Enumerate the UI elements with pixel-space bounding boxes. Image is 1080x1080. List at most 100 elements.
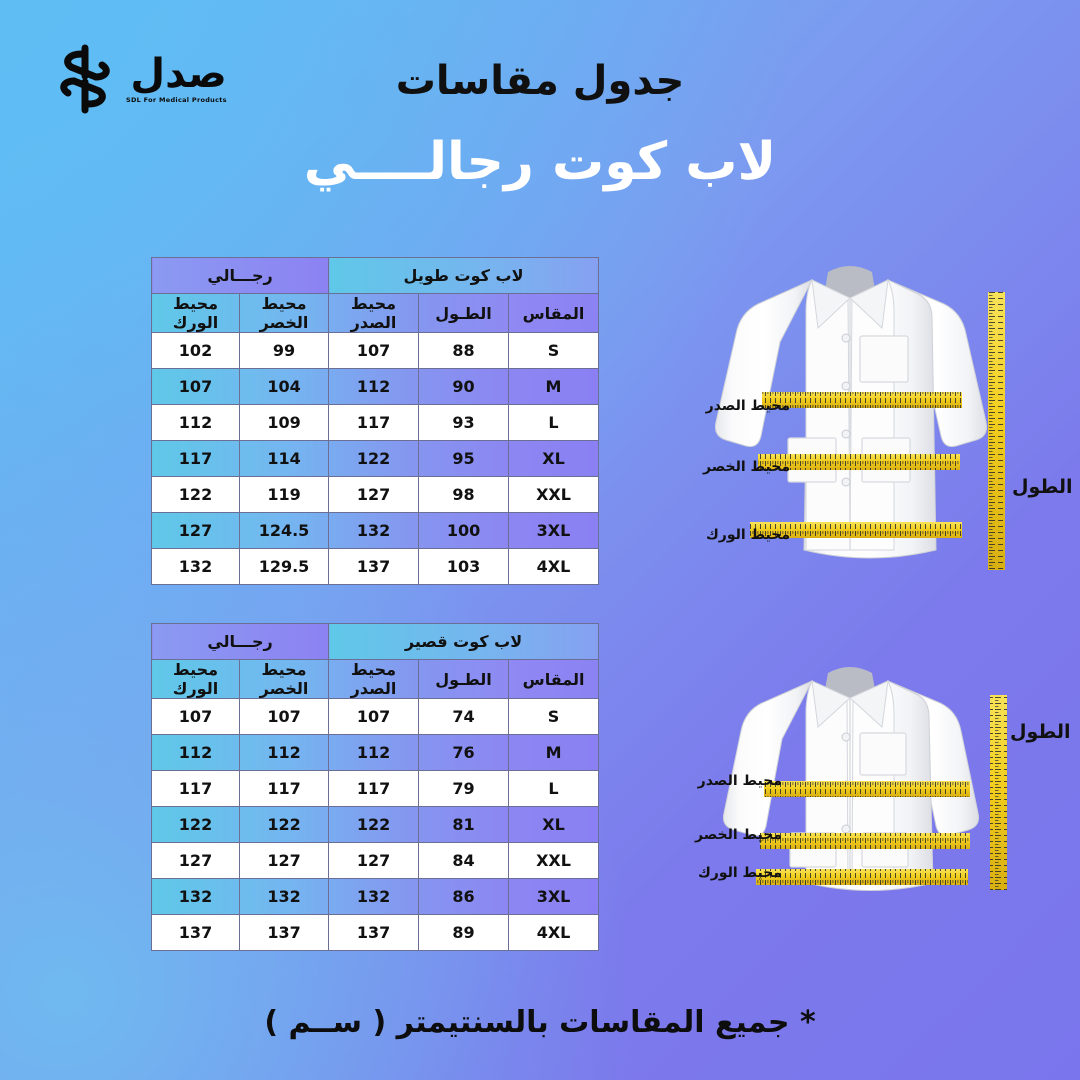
column-header-2: محيط الصدر (328, 293, 420, 333)
table-group-header-row: لاب كوت طويل رجـــالي (150, 257, 600, 294)
measurement-cell: 132 (239, 878, 330, 915)
long-coat-hip-label: محيط الورك (705, 527, 790, 543)
measurement-cell: 127 (239, 842, 330, 879)
table-row: M 76 112 112 112 (150, 734, 600, 771)
measurement-cell: 93 (418, 404, 510, 441)
brand-arabic-name: صدل (130, 51, 227, 98)
short-coat-hip-label: محيط الورك (697, 865, 782, 881)
measurement-cell: 76 (418, 734, 510, 771)
measurement-cell: 117 (328, 770, 420, 807)
size-label-cell: XL (508, 806, 600, 843)
measurement-cell: 117 (328, 404, 420, 441)
table-row: XL 81 122 122 122 (150, 806, 600, 843)
chest-tape-icon (764, 781, 970, 797)
table-group-label-right: رجـــالي (150, 257, 330, 294)
measurement-cell: 137 (239, 914, 330, 951)
measurement-cell: 79 (418, 770, 510, 807)
measurement-cell: 114 (239, 440, 330, 477)
size-label-cell: XL (508, 440, 600, 477)
column-header-1: الطـول (418, 659, 510, 699)
measurement-cell: 81 (418, 806, 510, 843)
measurement-cell: 112 (150, 734, 241, 771)
measurement-cell: 109 (239, 404, 330, 441)
column-header-0: المقاس (508, 293, 600, 333)
measurement-cell: 122 (328, 806, 420, 843)
measurement-cell: 95 (418, 440, 510, 477)
table-group-label-left: لاب كوت طويل (328, 257, 600, 294)
long-coat-graphic (715, 266, 1005, 570)
units-note: * جميع المقاسات بالسنتيمتر ( ســم ) (264, 1005, 816, 1040)
measurement-cell: 122 (328, 440, 420, 477)
short-coat-graphic (723, 667, 1007, 891)
measurement-cell: 112 (328, 734, 420, 771)
measurement-cell: 100 (418, 512, 510, 549)
measurement-cell: 137 (328, 914, 420, 951)
brand-tagline: SDL For Medical Products (126, 96, 227, 105)
measurement-cell: 117 (239, 770, 330, 807)
measurement-cell: 127 (328, 476, 420, 513)
short-coat-illustration: محيط الصدر محيط الخصر محيط الورك الطول (690, 655, 1071, 945)
measurement-cell: 107 (150, 368, 241, 405)
measurement-cell: 98 (418, 476, 510, 513)
measurement-cell: 107 (239, 698, 330, 735)
table-row: S 88 107 99 102 (150, 332, 600, 369)
column-header-4: محيط الورك (150, 293, 241, 333)
waist-tape-icon (758, 454, 960, 470)
measurement-cell: 122 (239, 806, 330, 843)
size-label-cell: XXL (508, 476, 600, 513)
measurement-cell: 112 (239, 734, 330, 771)
measurement-cell: 132 (150, 548, 241, 585)
measurement-cell: 86 (418, 878, 510, 915)
size-table-short-coat: لاب كوت قصير رجـــالي المقاس الطـول محيط الص… (150, 623, 600, 951)
measurement-cell: 122 (150, 476, 241, 513)
measurement-cell: 88 (418, 332, 510, 369)
table-row: XXL 98 127 119 122 (150, 476, 600, 513)
measurement-cell: 107 (150, 698, 241, 735)
table-column-header-row: المقاس الطـول محيط الصدر محيط الخصر محيط الو… (150, 659, 600, 699)
measurement-cell: 124.5 (239, 512, 330, 549)
measurement-cell: 127 (150, 842, 241, 879)
measurement-cell: 119 (239, 476, 330, 513)
measurement-cell: 132 (150, 878, 241, 915)
long-coat-illustration: محيط الصدر محيط الخصر محيط الورك الطول (700, 250, 1073, 590)
column-header-0: المقاس (508, 659, 600, 699)
measurement-cell: 102 (150, 332, 241, 369)
measurement-cell: 112 (328, 368, 420, 405)
measurement-cell: 117 (150, 770, 241, 807)
measurement-cell: 90 (418, 368, 510, 405)
size-label-cell: 3XL (508, 878, 600, 915)
table-group-label-left: لاب كوت قصير (328, 623, 600, 660)
table-row: S 74 107 107 107 (150, 698, 600, 735)
waist-tape-icon (760, 833, 970, 849)
table-row: M 90 112 104 107 (150, 368, 600, 405)
measurement-cell: 127 (328, 842, 420, 879)
long-coat-length-label: الطول (1012, 476, 1073, 498)
size-label-cell: L (508, 770, 600, 807)
table-row: 3XL 86 132 132 132 (150, 878, 600, 915)
table-row: 4XL 89 137 137 137 (150, 914, 600, 951)
measurement-cell: 137 (328, 548, 420, 585)
measurement-cell: 84 (418, 842, 510, 879)
measurement-cell: 137 (150, 914, 241, 951)
measurement-cell: 107 (328, 332, 420, 369)
column-header-3: محيط الخصر (239, 293, 330, 333)
table-group-header-row: لاب كوت قصير رجـــالي (150, 623, 600, 660)
size-label-cell: 4XL (508, 548, 600, 585)
column-header-1: الطـول (418, 293, 510, 333)
size-table-long-coat: لاب كوت طويل رجـــالي المقاس الطـول محيط الص… (150, 257, 600, 585)
size-label-cell: M (508, 734, 600, 771)
measurement-cell: 112 (150, 404, 241, 441)
page-title: جدول مقاسات (395, 58, 685, 104)
chest-tape-icon (762, 392, 962, 408)
measurement-cell: 103 (418, 548, 510, 585)
table-row: 3XL 100 132 124.5 127 (150, 512, 600, 549)
measurement-cell: 99 (239, 332, 330, 369)
size-label-cell: M (508, 368, 600, 405)
short-coat-waist-label: محيط الخصر (695, 827, 782, 843)
measurement-cell: 132 (328, 878, 420, 915)
brand-logo: صدل SDL For Medical Products (52, 44, 228, 114)
measurement-cell: 127 (150, 512, 241, 549)
short-coat-length-label: الطول (1010, 721, 1071, 743)
page-subtitle: لاب كوت رجالــــي (303, 132, 777, 192)
